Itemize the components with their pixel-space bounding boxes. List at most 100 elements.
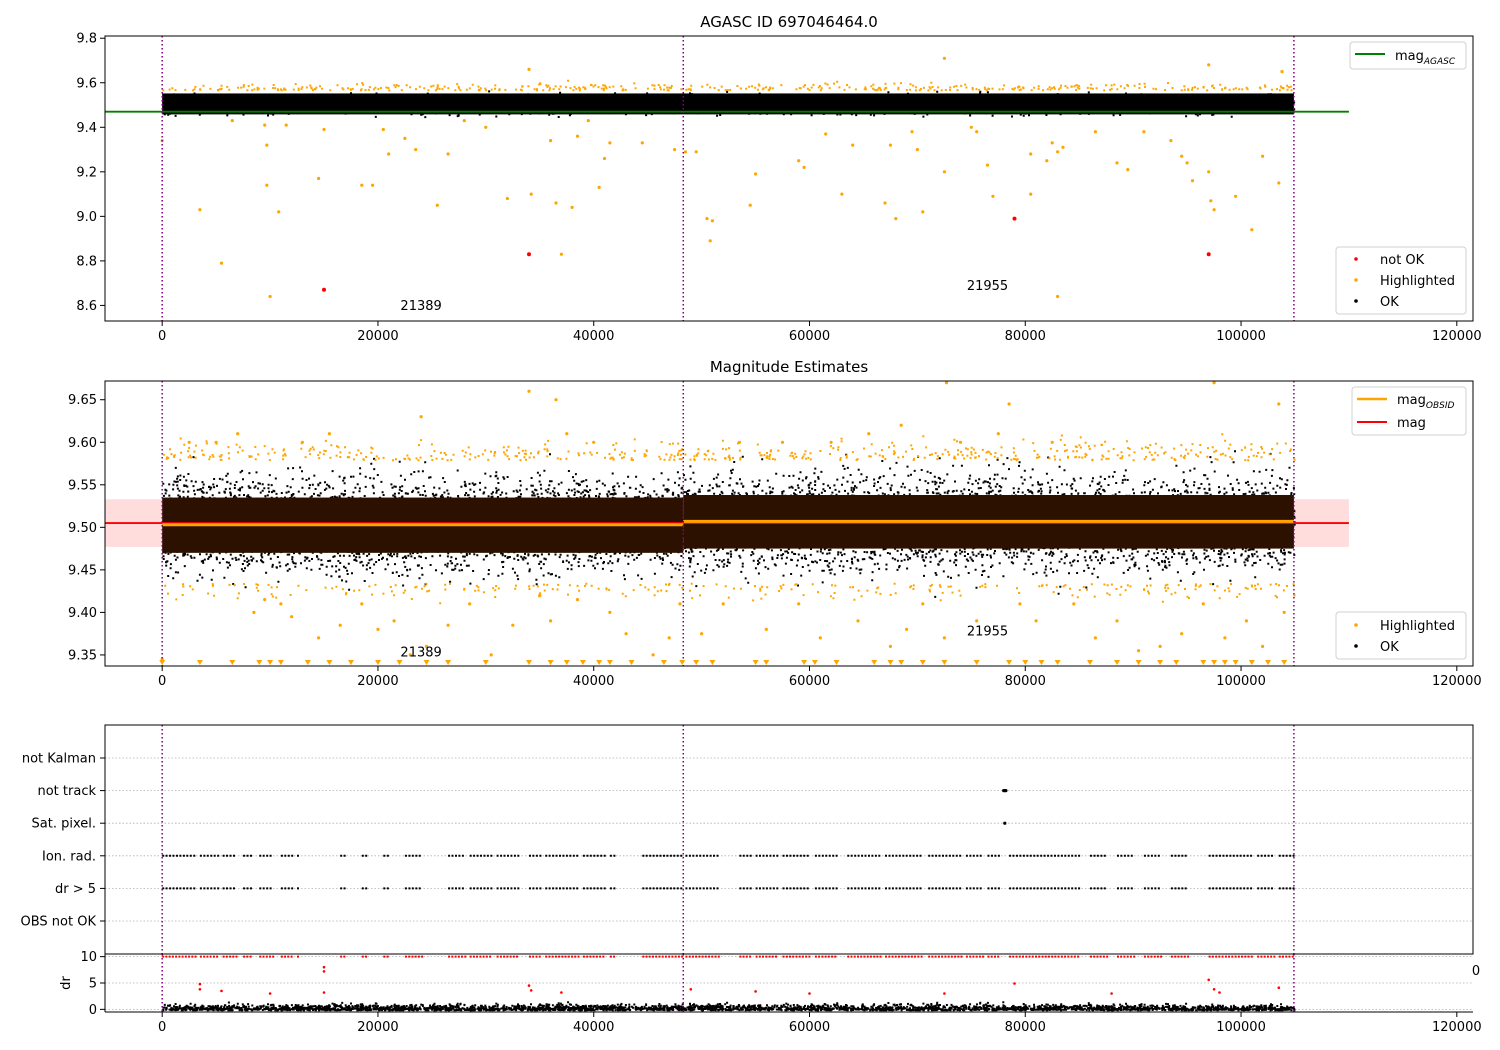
legend-mag-obsid-base: mag — [1397, 393, 1426, 408]
legend-not-ok-swatch — [1354, 257, 1358, 261]
estimates-highlighted-point — [797, 602, 801, 606]
agasc-highlighted-point — [942, 56, 947, 60]
dr-y-axis: 0 5 10 — [80, 950, 105, 1018]
estimates-highlighted-point — [511, 623, 515, 627]
estimates-ytick-label: 9.60 — [68, 436, 97, 451]
estimates-clipped-marker — [801, 660, 808, 665]
legend-ok-label: OK — [1380, 295, 1399, 310]
estimates-highlighted-point — [921, 602, 925, 606]
agasc-highlighted-point — [1207, 170, 1211, 174]
estimates-clipped-marker — [396, 660, 403, 665]
dr-high-point — [198, 982, 202, 986]
estimates-clipped-marker — [1022, 660, 1029, 665]
estimates-clipped-marker — [1135, 660, 1142, 665]
agasc-highlighted-point — [883, 201, 887, 205]
estimates-ytick-label: 9.55 — [68, 478, 97, 493]
dr-high-point — [1207, 978, 1210, 982]
agasc-highlighted-point — [371, 183, 375, 187]
estimates-obsid-label: 21955 — [967, 624, 1008, 639]
estimates-highlighted-point — [1261, 644, 1265, 649]
estimates-highlighted-point — [780, 440, 785, 444]
agasc-obsid-labels: 21389 21955 — [400, 279, 1008, 314]
dr-high-point — [1110, 992, 1113, 995]
estimates-highlighted-point — [317, 636, 321, 640]
agasc-highlighted-point — [975, 130, 979, 134]
estimates-highlighted-point — [958, 440, 963, 444]
dr-panel: 0 20000 40000 60000 80000 100000 120000 0 5 10 d… — [59, 950, 1482, 1035]
agasc-highlighted-point — [265, 143, 269, 147]
legend-highlighted-swatch — [1354, 278, 1358, 282]
estimates-highlighted-point — [214, 440, 218, 444]
estimates-clipped-marker — [973, 660, 980, 665]
agasc-highlighted-point — [219, 261, 224, 265]
estimates-highlighted-point — [575, 598, 580, 602]
estimates-highlighted-point — [867, 432, 871, 436]
legend2-ok-label: OK — [1380, 640, 1399, 655]
dr-ytick-label: 5 — [89, 977, 97, 992]
estimates-highlighted-point — [899, 423, 903, 427]
figure-title: AGASC ID 697046464.0 — [700, 13, 878, 31]
estimates-xtick-label: 20000 — [357, 674, 398, 689]
estimates-clipped-marker — [871, 660, 878, 665]
dr-ytick-label: 0 — [89, 1003, 97, 1018]
estimates-clipped-marker — [563, 660, 570, 665]
estimates-highlighted-point — [408, 653, 412, 657]
estimates-highlighted-point — [651, 653, 655, 657]
agasc-ok-scatter — [162, 90, 1296, 119]
agasc-not-ok-point — [1012, 216, 1017, 221]
estimates-highlighted-point — [187, 440, 191, 444]
dr-xtick-label: 20000 — [357, 1020, 398, 1035]
agasc-upper-legend: magAGASC — [1349, 41, 1467, 70]
dr-ok-points — [162, 1001, 1296, 1012]
estimates-highlighted-point — [327, 432, 331, 436]
estimates-highlighted-point — [1223, 636, 1227, 640]
estimates-highlighted-point — [592, 440, 596, 444]
dr-obsid-boundaries — [161, 954, 1295, 1012]
estimates-highlighted-point — [1212, 381, 1216, 385]
agasc-highlighted-point — [673, 148, 677, 152]
agasc-highlighted-point — [554, 201, 558, 205]
estimates-clipped-marker — [887, 660, 894, 665]
estimates-highlighted-point — [667, 636, 671, 640]
estimates-highlighted-point — [1282, 610, 1286, 615]
agasc-obsid-boundaries — [161, 36, 1295, 321]
agasc-highlighted-points — [160, 56, 1293, 299]
estimates-xtick-label: 0 — [158, 674, 166, 689]
agasc-highlighted-point — [529, 192, 533, 196]
agasc-highlighted-point — [942, 170, 947, 174]
agasc-highlighted-point — [910, 130, 914, 134]
agasc-highlighted-point — [840, 192, 844, 196]
flag-category-label: not Kalman — [22, 752, 96, 767]
agasc-plot-frame — [104, 35, 1474, 322]
estimates-clipped-low-markers — [159, 660, 1288, 665]
agasc-highlighted-point — [268, 294, 272, 299]
agasc-highlighted-point — [1056, 150, 1060, 154]
estimates-clipped-marker — [1200, 660, 1207, 665]
magnitude-estimates-title: Magnitude Estimates — [710, 358, 868, 376]
estimates-highlighted-point — [549, 619, 553, 623]
flag-row-points — [162, 854, 1295, 857]
estimates-clipped-marker — [348, 660, 354, 665]
estimates-lower-legend: Highlighted OK — [1335, 611, 1467, 660]
estimates-clipped-marker — [1211, 660, 1218, 665]
estimates-upper-legend: magOBSID mag — [1351, 386, 1467, 436]
dr-xtick-label: 80000 — [1005, 1020, 1046, 1035]
estimates-clipped-marker — [256, 660, 263, 665]
estimates-clipped-marker — [375, 660, 381, 665]
agasc-highlighted-point — [1045, 159, 1049, 163]
estimates-highlighted-point — [554, 398, 558, 402]
agasc-highlighted-point — [570, 205, 574, 209]
dr-high-point — [689, 988, 693, 991]
agasc-y-axis: 8.6 8.8 9.0 9.2 9.4 9.6 9.8 — [76, 32, 105, 314]
agasc-highlighted-point — [991, 194, 995, 198]
estimates-clipped-marker — [1265, 660, 1271, 665]
estimates-highlighted-point — [290, 615, 294, 619]
estimates-highlighted-point — [996, 432, 1000, 436]
estimates-highlighted-point — [300, 440, 304, 444]
agasc-highlighted-point — [549, 139, 553, 143]
estimates-highlighted-point — [975, 619, 979, 623]
estimates-highlighted-point — [624, 632, 628, 636]
agasc-highlighted-point — [608, 141, 612, 145]
agasc-highlighted-point — [505, 196, 509, 201]
estimates-highlighted-point — [468, 602, 472, 606]
